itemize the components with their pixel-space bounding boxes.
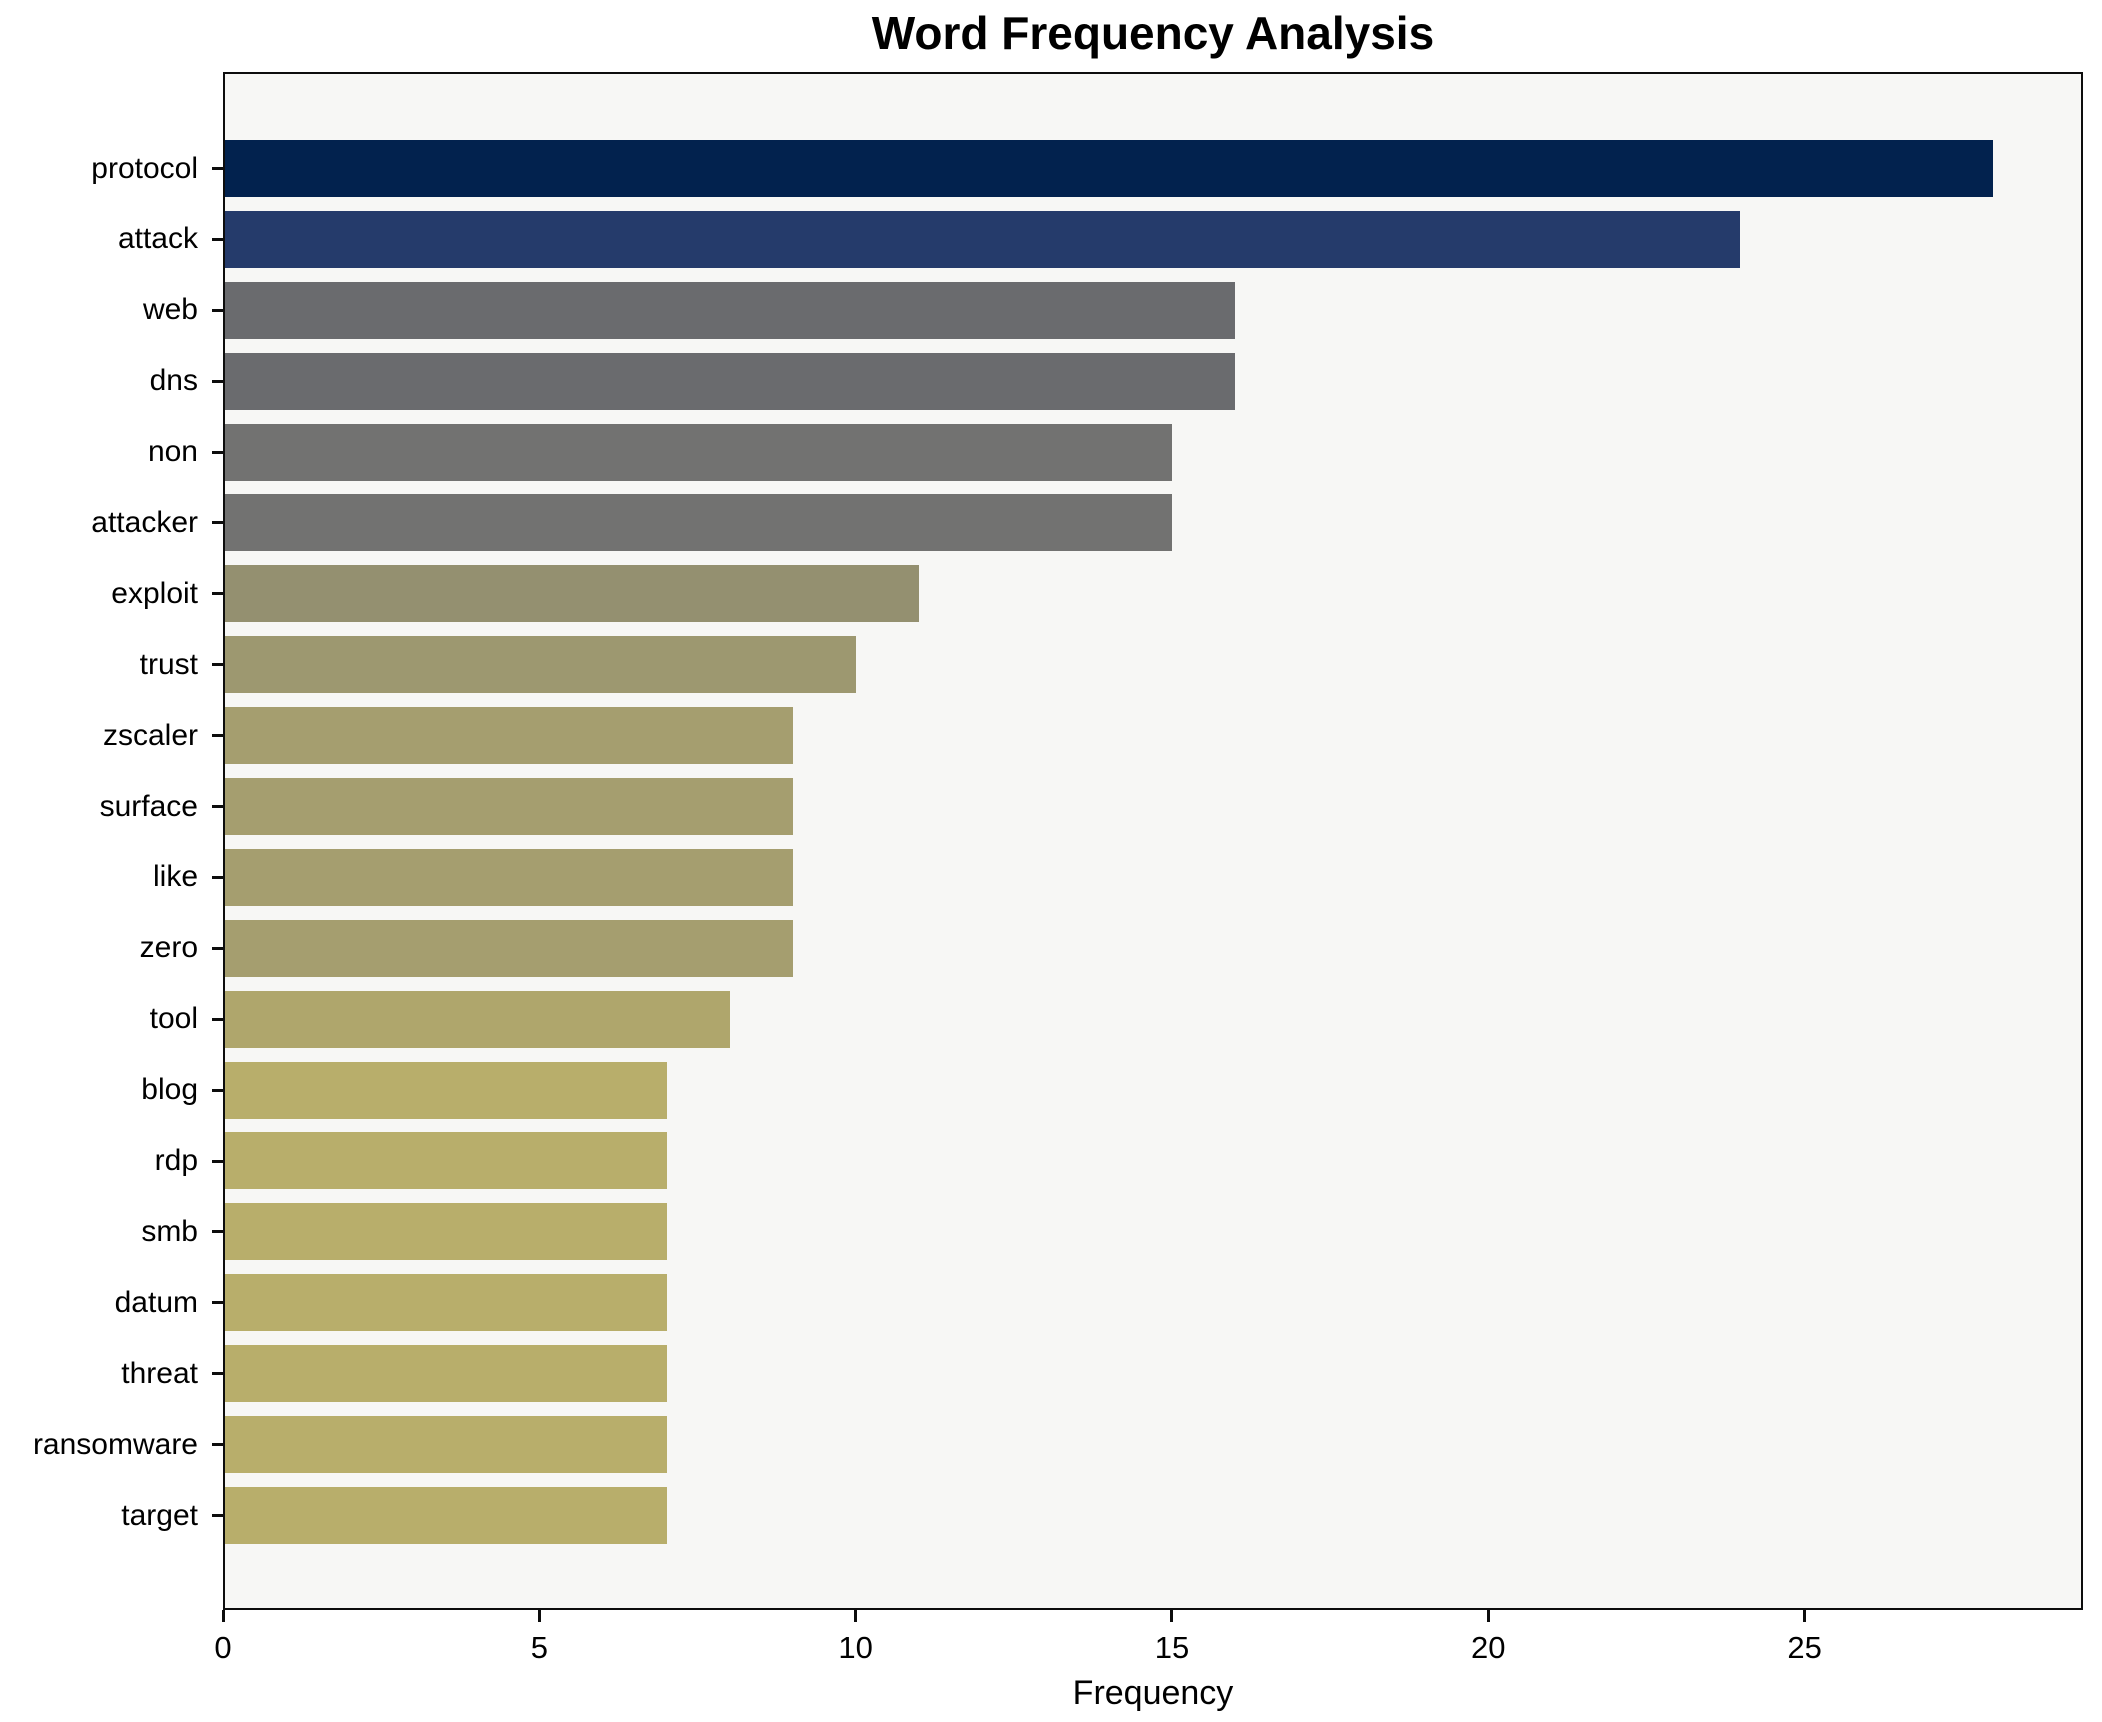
bar-row-threat [225, 1345, 2081, 1403]
x-tick-label-20: 20 [1471, 1630, 1506, 1665]
x-tick-mark [1486, 1610, 1490, 1622]
y-label-web: web [142, 293, 198, 327]
bar-smb [225, 1203, 667, 1261]
bar-protocol [225, 140, 1993, 197]
bar-ransomware [225, 1416, 667, 1474]
bar-row-attacker [225, 494, 2081, 552]
bar-row-trust [225, 636, 2081, 694]
bar-surface [225, 778, 794, 836]
x-tick-mark [1803, 1610, 1807, 1622]
bar-threat [225, 1345, 667, 1403]
x-tick-mark [1170, 1610, 1174, 1622]
bar-zscaler [225, 707, 794, 765]
y-tick-mark [212, 308, 223, 312]
bar-zero [225, 919, 794, 977]
y-tick-mark [212, 875, 223, 879]
bar-rdp [225, 1132, 667, 1190]
y-label-attack: attack [117, 222, 198, 256]
y-tick-mark [212, 1301, 223, 1305]
bar-row-blog [225, 1061, 2081, 1119]
bar-blog [225, 1061, 667, 1119]
y-tick-mark [212, 521, 223, 525]
y-label-blog: blog [141, 1073, 198, 1107]
bar-row-datum [225, 1274, 2081, 1332]
y-label-datum: datum [114, 1285, 198, 1319]
bar-datum [225, 1274, 667, 1332]
y-label-surface: surface [99, 789, 198, 823]
bar-exploit [225, 565, 920, 623]
y-label-smb: smb [141, 1214, 198, 1248]
bar-row-exploit [225, 565, 2081, 623]
y-label-trust: trust [139, 647, 198, 681]
bar-row-surface [225, 778, 2081, 836]
bar-row-non [225, 423, 2081, 481]
y-label-exploit: exploit [111, 576, 198, 610]
bar-row-dns [225, 352, 2081, 410]
bar-row-protocol [225, 140, 2081, 197]
bar-row-web [225, 281, 2081, 339]
bar-row-attack [225, 210, 2081, 268]
y-label-ransomware: ransomware [32, 1427, 198, 1461]
y-label-dns: dns [149, 364, 198, 398]
x-tick-label-10: 10 [838, 1630, 873, 1665]
y-tick-mark [212, 805, 223, 809]
y-label-target: target [121, 1498, 198, 1532]
bar-web [225, 281, 1236, 339]
y-tick-mark [212, 167, 223, 170]
bar-attack [225, 210, 1741, 268]
bars-layer [225, 74, 2081, 1608]
y-tick-mark [212, 379, 223, 383]
y-tick-mark [212, 663, 223, 667]
y-label-tool: tool [149, 1002, 198, 1036]
x-tick-mark [537, 1610, 541, 1622]
x-axis-title: Frequency [1072, 1674, 1234, 1712]
y-tick-mark [212, 1230, 223, 1234]
y-tick-mark [212, 946, 223, 950]
y-tick-mark [212, 237, 223, 241]
y-label-threat: threat [121, 1356, 198, 1390]
bar-row-smb [225, 1203, 2081, 1261]
y-label-non: non [147, 435, 198, 469]
y-tick-mark [212, 1514, 223, 1517]
x-tick-label-15: 15 [1154, 1630, 1190, 1665]
x-tick-label-25: 25 [1787, 1630, 1822, 1665]
bar-row-target [225, 1486, 2081, 1544]
bar-row-rdp [225, 1132, 2081, 1190]
y-label-attacker: attacker [91, 505, 198, 539]
bar-row-zscaler [225, 707, 2081, 765]
y-label-rdp: rdp [154, 1144, 198, 1178]
y-tick-mark [212, 1017, 223, 1021]
y-tick-mark [212, 734, 223, 738]
y-label-protocol: protocol [91, 151, 198, 185]
plot-area [223, 72, 2083, 1610]
y-label-zero: zero [139, 931, 198, 965]
bar-target [225, 1486, 667, 1544]
bar-dns [225, 352, 1236, 410]
bar-like [225, 848, 794, 906]
bar-tool [225, 990, 731, 1048]
bar-row-zero [225, 919, 2081, 977]
bar-row-ransomware [225, 1416, 2081, 1474]
x-tick-label-0: 0 [214, 1630, 232, 1665]
y-tick-mark [212, 1443, 223, 1447]
y-label-zscaler: zscaler [102, 718, 198, 752]
y-tick-mark [212, 1372, 223, 1376]
y-tick-mark [212, 1088, 223, 1092]
y-tick-mark [212, 450, 223, 454]
bar-trust [225, 636, 857, 694]
x-tick-label-5: 5 [530, 1630, 548, 1665]
y-tick-mark [212, 592, 223, 596]
chart-title: Word Frequency Analysis [871, 7, 1435, 59]
bar-row-like [225, 848, 2081, 906]
bar-row-tool [225, 990, 2081, 1048]
x-tick-mark [854, 1610, 858, 1622]
y-label-like: like [152, 860, 198, 894]
bar-non [225, 423, 1172, 481]
x-tick-mark [221, 1610, 225, 1622]
bar-attacker [225, 494, 1172, 552]
y-tick-mark [212, 1159, 223, 1163]
